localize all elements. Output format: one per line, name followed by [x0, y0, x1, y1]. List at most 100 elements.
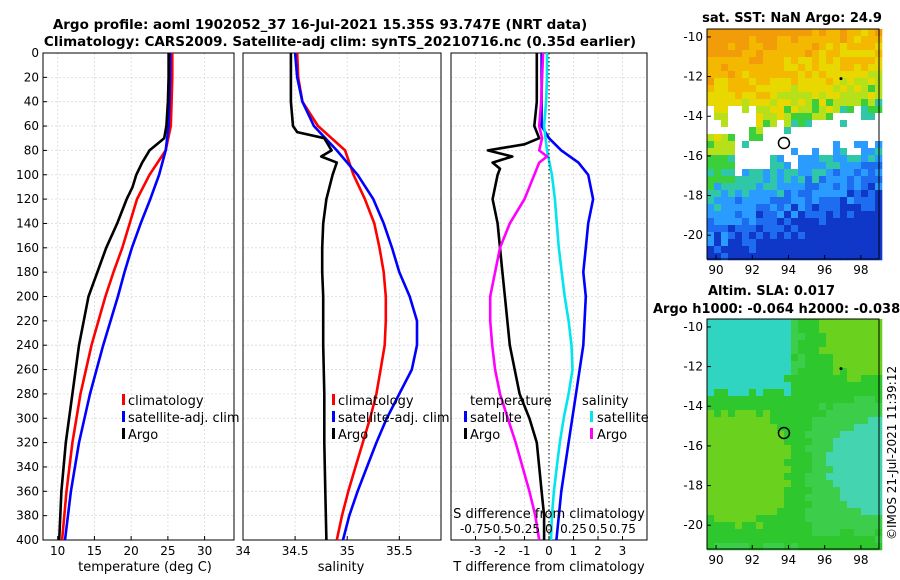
map-cell	[777, 169, 785, 177]
map-cell	[763, 522, 771, 530]
map-cell	[819, 113, 827, 121]
map-cell	[749, 410, 757, 418]
map-cell	[735, 487, 743, 495]
map-cell	[728, 176, 736, 184]
map-cell	[840, 141, 848, 149]
map-cell	[812, 141, 820, 149]
map-cell	[749, 239, 757, 247]
map-cell	[791, 396, 799, 404]
map-cell	[728, 333, 736, 341]
map-cell	[749, 169, 757, 177]
map-cell	[756, 92, 764, 100]
map-cell	[749, 57, 757, 65]
map-cell	[791, 204, 799, 212]
map-cell	[756, 375, 764, 383]
x-tick-label: 15	[87, 544, 102, 558]
map-cell	[728, 361, 736, 369]
map-cell	[798, 459, 806, 467]
x-tick-label: 34	[235, 544, 250, 558]
x-tick-label: 35.5	[386, 544, 413, 558]
map-cell	[784, 253, 792, 261]
map-cell	[812, 106, 820, 114]
map-cell	[812, 403, 820, 411]
sla-map-title-line2: Argo h1000: -0.064 h2000: -0.038	[653, 302, 900, 317]
map-cell	[812, 340, 820, 348]
map-cell	[833, 361, 841, 369]
map-cell	[812, 204, 820, 212]
map-cell	[833, 99, 841, 107]
map-cell	[770, 106, 778, 114]
map-cell	[791, 459, 799, 467]
map-cell	[826, 410, 834, 418]
map-cell	[728, 487, 736, 495]
map-cell	[840, 211, 848, 219]
map-cell	[763, 225, 771, 233]
map-cell	[763, 113, 771, 121]
map-cell	[791, 382, 799, 390]
map-cell	[833, 480, 841, 488]
map-cell	[847, 176, 855, 184]
map-cell	[742, 120, 750, 128]
map-cell	[742, 347, 750, 355]
map-cell	[735, 225, 743, 233]
depth-tick-label: 260	[16, 363, 39, 377]
map-cell	[826, 368, 834, 376]
map-cell	[840, 508, 848, 516]
map-cell	[784, 319, 792, 327]
map-cell	[707, 36, 715, 44]
map-cell	[721, 529, 729, 537]
map-cell	[728, 389, 736, 397]
map-cell	[770, 466, 778, 474]
map-cell	[770, 515, 778, 523]
map-cell	[735, 71, 743, 79]
map-cell	[777, 43, 785, 51]
map-cell	[763, 508, 771, 516]
map-cell	[791, 218, 799, 226]
map-cell	[714, 333, 722, 341]
map-cell	[805, 57, 813, 65]
map-cell	[868, 347, 876, 355]
map-cell	[840, 225, 848, 233]
map-cell	[791, 36, 799, 44]
map-cell	[742, 473, 750, 481]
map-cell	[728, 169, 736, 177]
map-cell	[819, 162, 827, 170]
map-cell	[707, 445, 715, 453]
map-cell	[742, 134, 750, 142]
map-cell	[812, 431, 820, 439]
map-cell	[742, 64, 750, 72]
map-cell	[770, 361, 778, 369]
map-cell	[798, 347, 806, 355]
map-cell	[840, 543, 848, 551]
map-cell	[770, 396, 778, 404]
map-cell	[714, 319, 722, 327]
map-cell	[728, 522, 736, 530]
map-cell	[798, 120, 806, 128]
map-cell	[763, 354, 771, 362]
map-lat-label: -10	[683, 320, 703, 334]
map-cell	[805, 326, 813, 334]
map-cell	[714, 459, 722, 467]
map-cell	[770, 113, 778, 121]
map-cell	[847, 326, 855, 334]
map-cell	[749, 452, 757, 460]
map-cell	[868, 127, 876, 135]
map-cell	[854, 246, 862, 254]
map-cell	[763, 71, 771, 79]
map-cell	[791, 368, 799, 376]
map-cell	[868, 218, 876, 226]
map-cell	[868, 29, 876, 37]
map-cell	[707, 176, 715, 184]
map-cell	[826, 99, 834, 107]
map-cell	[833, 78, 841, 86]
map-cell	[812, 536, 820, 544]
map-cell	[756, 459, 764, 467]
map-cell	[854, 120, 862, 128]
map-cell	[798, 85, 806, 93]
map-cell	[756, 347, 764, 355]
map-cell	[749, 197, 757, 205]
map-cell	[847, 389, 855, 397]
map-cell	[763, 480, 771, 488]
map-cell	[735, 459, 743, 467]
map-cell	[819, 127, 827, 135]
